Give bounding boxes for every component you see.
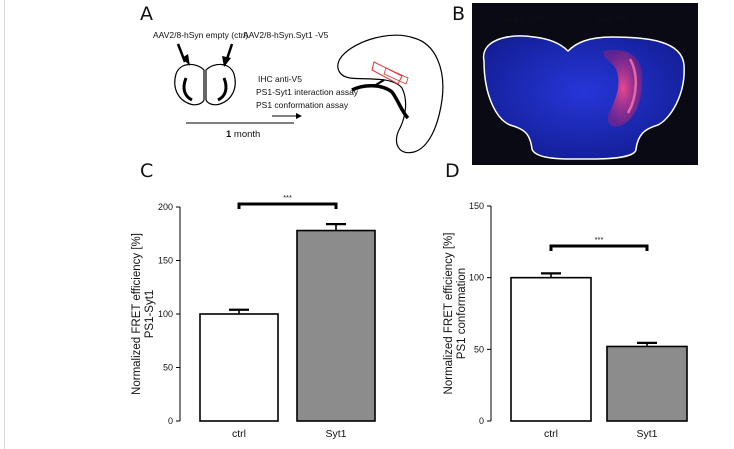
panel-letter-a: A (140, 3, 153, 25)
page-edge-rule (4, 0, 5, 449)
y-tick-label: 50 (163, 363, 173, 373)
y-tick-label: 100 (158, 309, 173, 319)
chart-c: 0 50 100 150 200 Normalized FRET efficiency [… (131, 193, 376, 440)
panel-a-schematic (174, 34, 444, 154)
x-tick-label: ctrl (232, 428, 246, 440)
micrograph (472, 3, 698, 165)
bar-ctrl (199, 313, 279, 422)
chart-d: 0 50 100 150 Normalized FRET efficiency [%] P… (443, 201, 688, 440)
y-axis-label-line: Normalized FRET efficiency [%] (443, 233, 455, 395)
x-tick-label: Syt1 (636, 428, 657, 440)
y-tick-label: 100 (469, 273, 484, 283)
assay-line-3: PS1 conformation assay (256, 100, 349, 110)
timeline-unit: month (231, 129, 261, 140)
coronal-brain-icon (174, 63, 236, 106)
bar-syt1 (606, 345, 688, 422)
significance-label: *** (595, 235, 604, 244)
significance-label: *** (283, 193, 292, 202)
panel-letter-d: D (445, 160, 460, 182)
micrograph-svg (482, 35, 685, 160)
timeline-number: 1 (226, 129, 232, 140)
x-tick-label: ctrl (544, 428, 558, 440)
y-tick-label: 50 (474, 344, 484, 354)
x-tick-label: Syt1 (325, 428, 346, 440)
assay-line-2: PS1-Syt1 interaction assay (256, 87, 359, 97)
label-empty-ctrl: empty (ctrl) (503, 14, 546, 24)
y-tick-label: 200 (158, 202, 173, 212)
y-axis-label-line: PS1-Syt1 (144, 290, 156, 339)
label-aav-syt1: AAV2/8-hSyn.Syt1 -V5 (243, 30, 329, 40)
y-axis-label-line: Normalized FRET efficiency [%] (131, 233, 143, 395)
panel-letter-c: C (140, 160, 154, 182)
panel-letter-b: B (452, 3, 466, 25)
significance-bracket (549, 244, 649, 251)
sagittal-brain-icon (337, 34, 444, 154)
y-tick-label: 0 (168, 416, 173, 426)
label-syt1-v5: Syt1-V5 (597, 14, 628, 24)
y-tick-label: 150 (158, 256, 173, 266)
y-tick-label: 150 (469, 201, 484, 211)
timeline-label: 1 month (226, 129, 260, 140)
bar-syt1 (296, 229, 376, 422)
brain-section-shape (482, 35, 685, 160)
y-axis-label-line: PS1 conformation (456, 268, 468, 359)
label-aav-ctrl: AAV2/8-hSyn empty (ctrl) (153, 30, 249, 40)
bar-ctrl (510, 276, 592, 422)
y-tick-label: 0 (479, 416, 484, 426)
significance-bracket (237, 202, 338, 209)
syt1-signal-region (603, 49, 643, 127)
assay-line-1: IHC anti-V5 (258, 74, 302, 84)
arrow-ctrl-icon (176, 43, 190, 66)
arrow-syt1-icon (222, 43, 234, 67)
process-arrow-icon (272, 113, 302, 119)
